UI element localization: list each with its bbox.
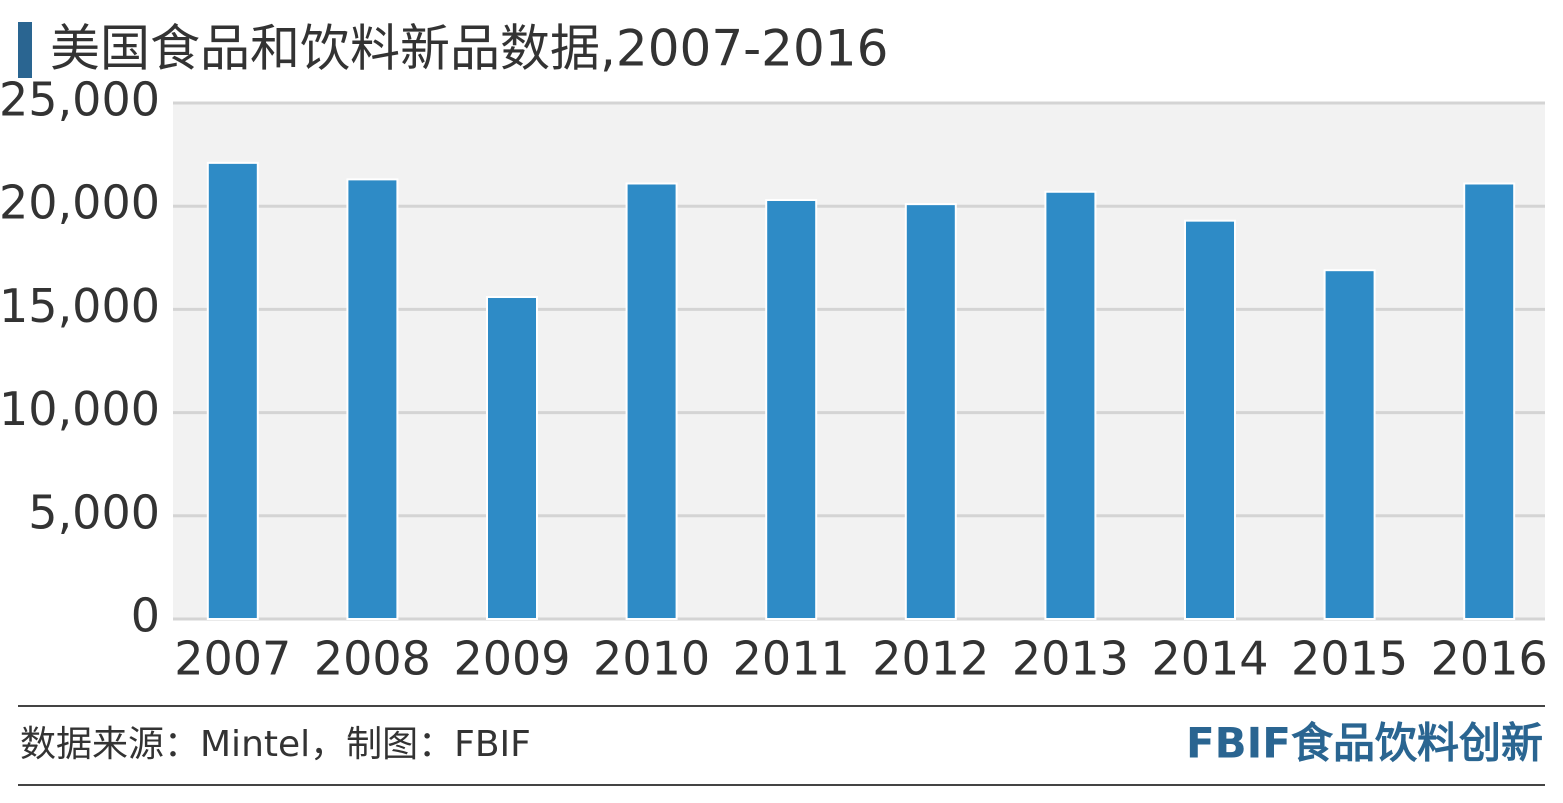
bar bbox=[1184, 219, 1236, 620]
x-tick-label: 2012 bbox=[872, 632, 989, 686]
title-marker bbox=[18, 22, 32, 78]
chart-title: 美国食品和饮料新品数据,2007-2016 bbox=[50, 20, 888, 78]
x-tick-label: 2009 bbox=[453, 632, 570, 686]
source: 数据来源：Mintel，制图：FBIF bbox=[20, 724, 531, 765]
plot-area bbox=[173, 103, 1545, 619]
x-tick-label: 2016 bbox=[1431, 632, 1548, 686]
bar bbox=[346, 178, 399, 620]
bar bbox=[1323, 269, 1376, 620]
y-tick-label: 0 bbox=[131, 589, 160, 643]
x-tick-label: 2008 bbox=[314, 632, 431, 686]
bar bbox=[486, 296, 538, 620]
bar bbox=[904, 203, 957, 621]
x-tick-label: 2010 bbox=[593, 632, 710, 686]
y-tick-label: 5,000 bbox=[28, 485, 160, 539]
bar bbox=[765, 199, 818, 620]
x-tick-label: 2007 bbox=[174, 632, 291, 686]
bar bbox=[206, 161, 259, 621]
y-tick-label: 10,000 bbox=[0, 382, 160, 436]
x-tick-label: 2011 bbox=[733, 632, 850, 686]
bar bbox=[1463, 182, 1516, 620]
y-tick-label: 20,000 bbox=[0, 176, 160, 230]
x-tick-label: 2015 bbox=[1291, 632, 1408, 686]
bar bbox=[625, 182, 678, 620]
y-tick-label: 15,000 bbox=[0, 279, 160, 333]
x-tick-label: 2014 bbox=[1151, 632, 1268, 686]
brand: FBIF食品饮料创新 bbox=[1186, 719, 1543, 768]
y-tick-label: 25,000 bbox=[0, 73, 160, 127]
bar bbox=[1044, 190, 1097, 620]
x-tick-label: 2013 bbox=[1012, 632, 1129, 686]
